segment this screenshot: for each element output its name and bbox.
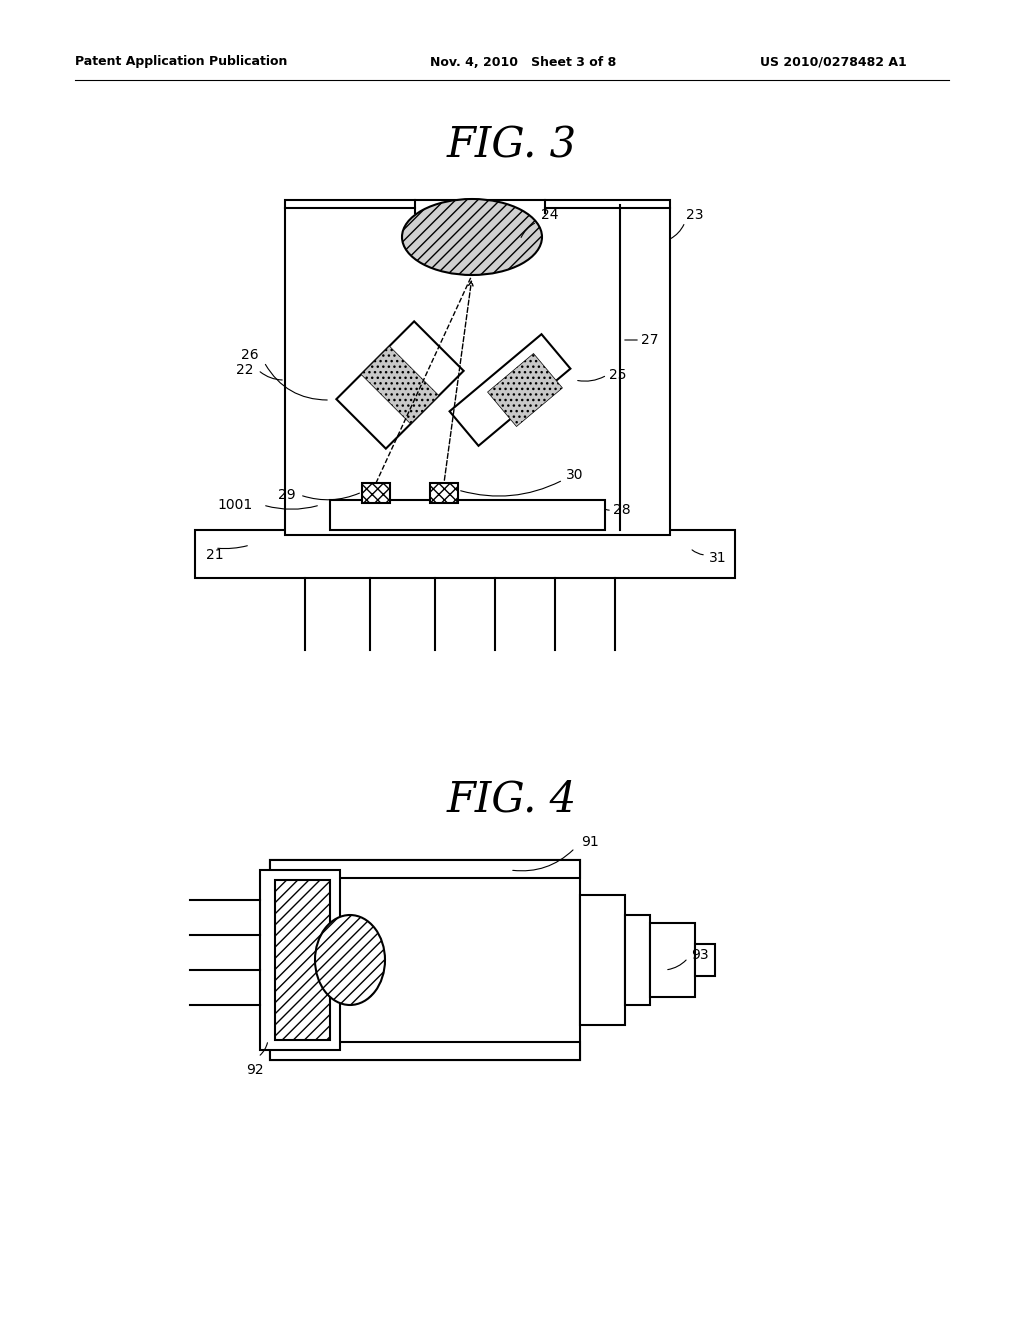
Ellipse shape — [315, 915, 385, 1005]
Bar — [625, 915, 650, 1005]
Text: 21: 21 — [206, 548, 224, 562]
Text: 29: 29 — [279, 488, 296, 502]
Text: FIG. 3: FIG. 3 — [446, 124, 578, 166]
Text: 23: 23 — [686, 209, 703, 222]
Text: 92: 92 — [246, 1063, 264, 1077]
Polygon shape — [336, 321, 464, 449]
Text: 30: 30 — [566, 469, 584, 482]
Bar — [695, 944, 715, 977]
Text: 31: 31 — [710, 550, 727, 565]
Bar — [275, 880, 330, 1040]
Text: 25: 25 — [609, 368, 627, 381]
Text: Patent Application Publication: Patent Application Publication — [75, 55, 288, 69]
Bar — [285, 201, 670, 535]
Text: 26: 26 — [242, 348, 259, 362]
Polygon shape — [487, 354, 562, 426]
Polygon shape — [361, 346, 439, 424]
Bar — [270, 861, 580, 878]
Ellipse shape — [402, 199, 542, 275]
Text: 28: 28 — [613, 503, 631, 517]
Polygon shape — [450, 334, 570, 446]
Text: US 2010/0278482 A1: US 2010/0278482 A1 — [760, 55, 906, 69]
Text: Nov. 4, 2010   Sheet 3 of 8: Nov. 4, 2010 Sheet 3 of 8 — [430, 55, 616, 69]
Bar — [650, 923, 695, 997]
Bar — [330, 500, 605, 531]
Bar — [195, 531, 735, 578]
Text: FIG. 4: FIG. 4 — [446, 779, 578, 821]
Bar — [580, 895, 625, 1026]
Bar — [270, 1041, 580, 1060]
Bar — [270, 861, 580, 1060]
Bar — [362, 483, 390, 503]
Text: 22: 22 — [237, 363, 254, 378]
Bar — [260, 870, 340, 1049]
Text: 91: 91 — [582, 836, 599, 849]
Bar — [430, 483, 458, 503]
Text: 24: 24 — [542, 209, 559, 222]
Text: 27: 27 — [641, 333, 658, 347]
Text: 93: 93 — [691, 948, 709, 962]
Text: 1001: 1001 — [217, 498, 253, 512]
